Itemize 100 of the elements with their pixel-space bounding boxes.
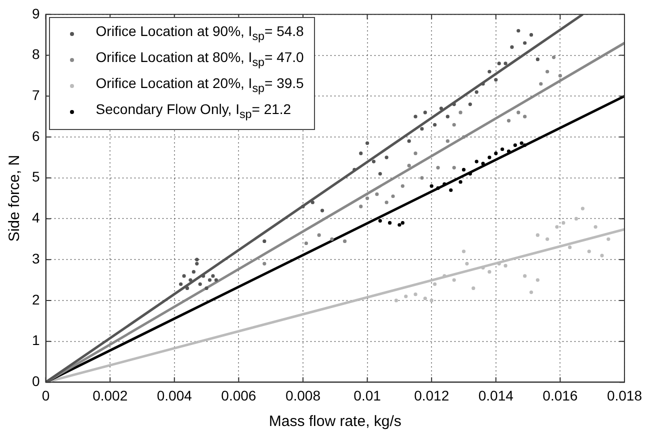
point (513, 143, 517, 147)
x-tick-label: 0.01 (354, 387, 382, 404)
point (430, 298, 434, 302)
point (400, 184, 404, 188)
point (423, 110, 427, 114)
point (433, 282, 437, 286)
point (182, 274, 186, 278)
point (546, 237, 550, 241)
point (465, 262, 469, 266)
y-tick-label: 7 (32, 86, 40, 103)
point (375, 192, 379, 196)
y-tick-label: 9 (32, 5, 40, 22)
point (414, 114, 418, 118)
point (536, 233, 540, 237)
point (179, 282, 183, 286)
point (192, 270, 196, 274)
point (211, 274, 215, 278)
point (202, 274, 206, 278)
point (523, 41, 527, 45)
point (204, 286, 208, 290)
point (446, 114, 450, 118)
point (458, 180, 462, 184)
point (488, 70, 492, 74)
point (536, 278, 540, 282)
point (433, 122, 437, 127)
y-tick-label: 1 (32, 332, 40, 348)
point (488, 156, 492, 160)
y-tick-label: 4 (32, 210, 40, 226)
point (198, 282, 202, 286)
point (458, 110, 462, 114)
point (506, 118, 511, 122)
point (504, 264, 508, 268)
point (580, 206, 584, 210)
point (558, 74, 562, 78)
point (342, 239, 347, 244)
point (449, 188, 453, 192)
y-tick-label: 8 (32, 46, 40, 62)
point (523, 143, 527, 147)
point (359, 152, 363, 156)
point (310, 200, 314, 204)
point (574, 216, 578, 221)
point (516, 110, 520, 114)
point (414, 152, 418, 156)
point (262, 239, 266, 244)
x-tick-label: 0.014 (478, 387, 514, 404)
point (452, 166, 456, 170)
y-tick-label: 0 (32, 373, 40, 390)
point (320, 208, 324, 212)
point (208, 278, 212, 282)
x-tick-label: 0.018 (606, 387, 642, 404)
point (504, 62, 508, 66)
y-tick-label: 3 (32, 250, 40, 266)
x-tick-label: 0.004 (156, 387, 192, 404)
point (474, 90, 478, 94)
legend-label: Orifice Location at 90%, I$_{sp}$= 54.8 (96, 22, 304, 46)
point (474, 160, 478, 164)
point (510, 45, 514, 49)
point (214, 278, 218, 282)
x-tick-label: 0.012 (414, 387, 450, 404)
point (423, 296, 427, 300)
point (352, 168, 356, 172)
point (188, 278, 192, 282)
point (546, 70, 550, 74)
point (529, 290, 534, 294)
point (555, 225, 559, 229)
point (330, 237, 334, 241)
point (195, 258, 199, 262)
point (536, 58, 540, 62)
point (398, 223, 402, 227)
point (304, 241, 308, 246)
point (384, 200, 388, 204)
point (462, 168, 466, 172)
point (462, 135, 466, 139)
x-tick-label: 0.008 (285, 387, 321, 404)
point (420, 127, 424, 131)
point (372, 160, 376, 164)
point (359, 204, 363, 208)
point (446, 139, 450, 143)
point (185, 286, 190, 290)
point (391, 194, 395, 198)
point (420, 176, 424, 180)
point (520, 141, 524, 145)
point (394, 298, 398, 302)
legend-label: Orifice Location at 80%, I$_{sp}$= 47.0 (96, 48, 304, 71)
point (404, 294, 408, 298)
point (516, 28, 520, 33)
point (539, 82, 543, 86)
x-tick-label: 0 (42, 387, 50, 404)
point (462, 250, 466, 254)
point (568, 246, 572, 250)
point (317, 233, 321, 237)
y-tick-label: 5 (32, 168, 40, 185)
point (500, 147, 504, 152)
point (430, 184, 434, 188)
point (452, 102, 456, 106)
point (452, 122, 456, 127)
point (262, 262, 266, 266)
point (594, 225, 598, 229)
point (365, 141, 370, 145)
x-axis-title: Mass flow rate, kg/s (268, 413, 402, 430)
